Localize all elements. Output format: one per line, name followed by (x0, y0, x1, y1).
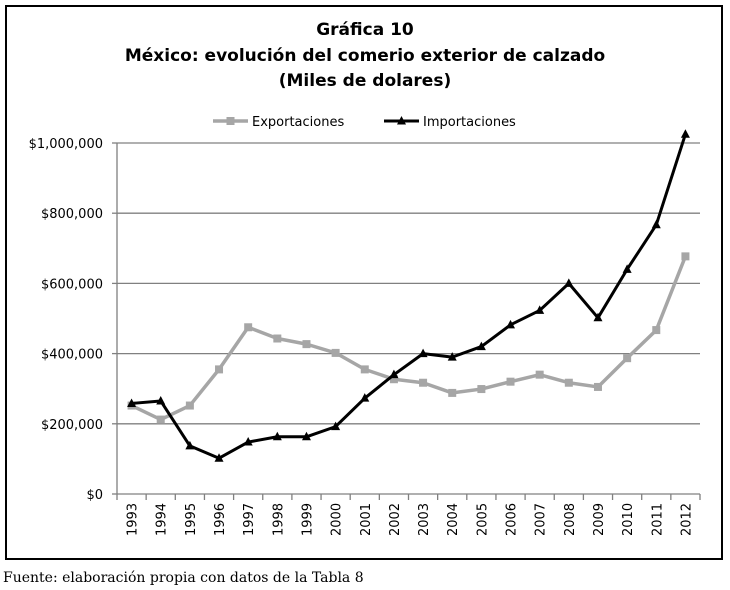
legend-label: Importaciones (423, 115, 516, 130)
data-point-marker (447, 352, 457, 361)
x-tick-label: 2006 (505, 503, 520, 536)
data-point-marker (214, 453, 224, 462)
legend-marker (397, 116, 406, 125)
data-point-marker (535, 305, 545, 314)
data-point-marker (331, 348, 340, 357)
data-point-marker (331, 421, 341, 431)
x-tick-label: 2004 (446, 503, 461, 536)
series-line-exportaciones (130, 255, 688, 422)
data-point-marker (535, 370, 544, 379)
legend-label: Exportaciones (252, 115, 344, 130)
x-tick-label: 2005 (475, 503, 490, 536)
x-tick-label: 1999 (300, 503, 315, 536)
data-point-marker (273, 334, 282, 343)
data-point-marker (681, 252, 690, 261)
data-point-marker (651, 219, 661, 229)
legend-item-exportaciones: Exportaciones (213, 115, 344, 130)
x-tick-label: 2000 (330, 503, 345, 536)
chart-title: Gráfica 10 (316, 20, 414, 40)
data-point-marker (419, 378, 428, 387)
data-point-marker (156, 415, 165, 424)
chart-subtitle: México: evolución del comerio exterior d… (124, 46, 606, 66)
x-tick-label: 2009 (592, 503, 607, 536)
legend-item-importaciones: Importaciones (384, 115, 516, 130)
x-tick-label: 1996 (213, 503, 228, 536)
x-tick-label: 1997 (242, 503, 257, 536)
data-point-marker (360, 365, 369, 374)
x-tick-label: 2003 (417, 503, 432, 536)
data-point-marker (389, 375, 398, 384)
x-tick-label: 2007 (534, 503, 549, 536)
y-tick-label: $800,000 (41, 207, 103, 222)
y-tick-label: $0 (86, 488, 103, 503)
data-point-marker (623, 354, 632, 363)
x-tick-label: 2010 (621, 503, 636, 536)
data-point-marker (652, 326, 661, 335)
x-tick-label: 2012 (679, 503, 694, 536)
data-point-marker (301, 431, 311, 441)
y-tick-label: $200,000 (41, 418, 103, 433)
data-point-marker (302, 340, 311, 349)
x-tick-label: 2008 (563, 503, 578, 536)
data-point-marker (215, 365, 224, 374)
data-point-marker (243, 437, 253, 446)
data-point-marker (477, 385, 486, 394)
chart-frame (5, 5, 723, 560)
data-point-marker (564, 378, 573, 387)
x-tick-label: 1993 (126, 503, 141, 536)
data-point-marker (185, 401, 194, 410)
data-point-marker (622, 264, 632, 273)
series-importaciones (127, 129, 690, 462)
chart-unit-label: (Miles de dolares) (278, 71, 452, 91)
series-exportaciones (127, 252, 690, 424)
data-point-marker (506, 377, 515, 386)
data-point-marker (593, 312, 603, 322)
legend-marker (226, 117, 235, 125)
y-tick-label: $400,000 (41, 348, 103, 363)
data-point-marker (389, 369, 399, 379)
y-tick-label: $600,000 (41, 277, 103, 292)
data-point-marker (476, 341, 486, 351)
data-point-marker (564, 278, 574, 287)
data-point-marker (506, 319, 516, 329)
data-point-marker (418, 348, 428, 358)
data-point-marker (156, 395, 166, 405)
source-footnote: Fuente: elaboración propia con datos de … (3, 570, 364, 586)
x-tick-label: 1994 (155, 503, 170, 536)
line-chart: $0 $200,000 $400,000 $600,000 $800,000 $1,000… (29, 115, 701, 536)
x-tick-label: 2002 (388, 503, 403, 536)
series-line-importaciones (131, 133, 687, 460)
x-tick-label: 1998 (271, 503, 286, 536)
data-point-marker (272, 431, 282, 441)
data-point-marker (127, 398, 137, 407)
x-tick-label: 2001 (359, 503, 374, 536)
data-point-marker (360, 393, 370, 402)
x-tick-label: 2011 (650, 503, 665, 536)
data-point-marker (593, 382, 602, 391)
data-point-marker (185, 440, 195, 450)
data-point-marker (680, 129, 690, 138)
x-tick-label: 1995 (184, 503, 199, 536)
data-point-marker (448, 388, 457, 397)
data-point-marker (244, 323, 253, 332)
y-tick-label: $1,000,000 (29, 137, 103, 152)
